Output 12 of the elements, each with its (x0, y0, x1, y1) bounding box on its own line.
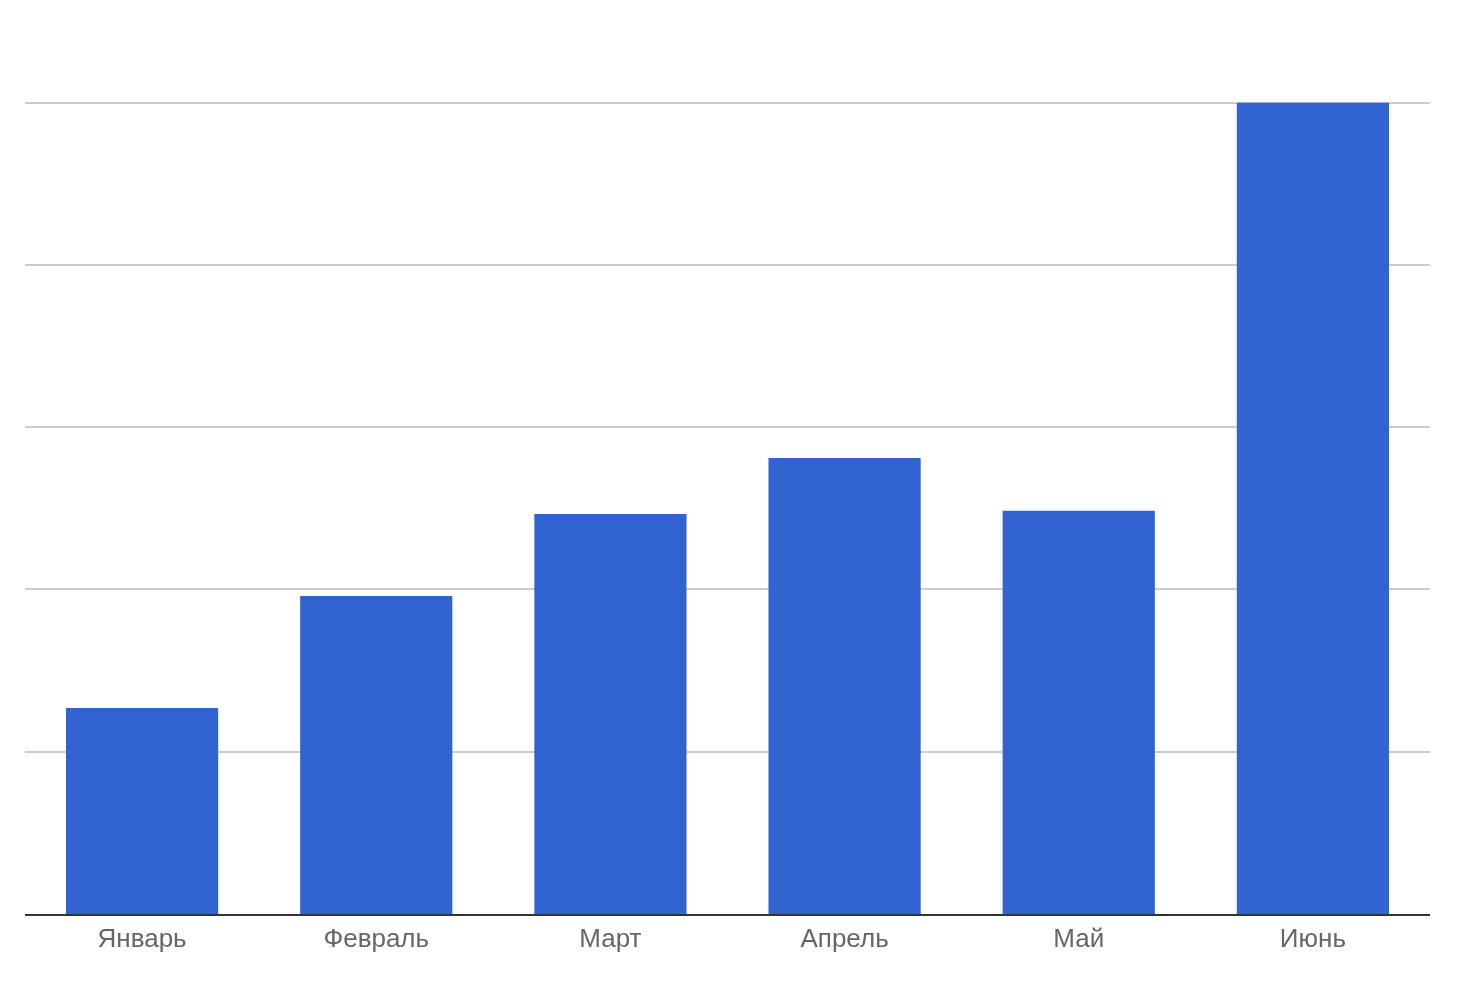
bar (768, 458, 921, 914)
bar (300, 595, 453, 914)
x-tick-label: Февраль (323, 923, 430, 954)
x-tick-label: Апрель (800, 923, 889, 954)
bar (1236, 102, 1390, 914)
bar (65, 707, 219, 914)
bar (1002, 510, 1155, 914)
x-tick-label: Июнь (1279, 923, 1346, 954)
bar (534, 514, 687, 914)
x-tick-label: Март (579, 923, 642, 954)
x-tick-label: Январь (97, 923, 187, 954)
x-tick-label: Май (1053, 923, 1105, 954)
